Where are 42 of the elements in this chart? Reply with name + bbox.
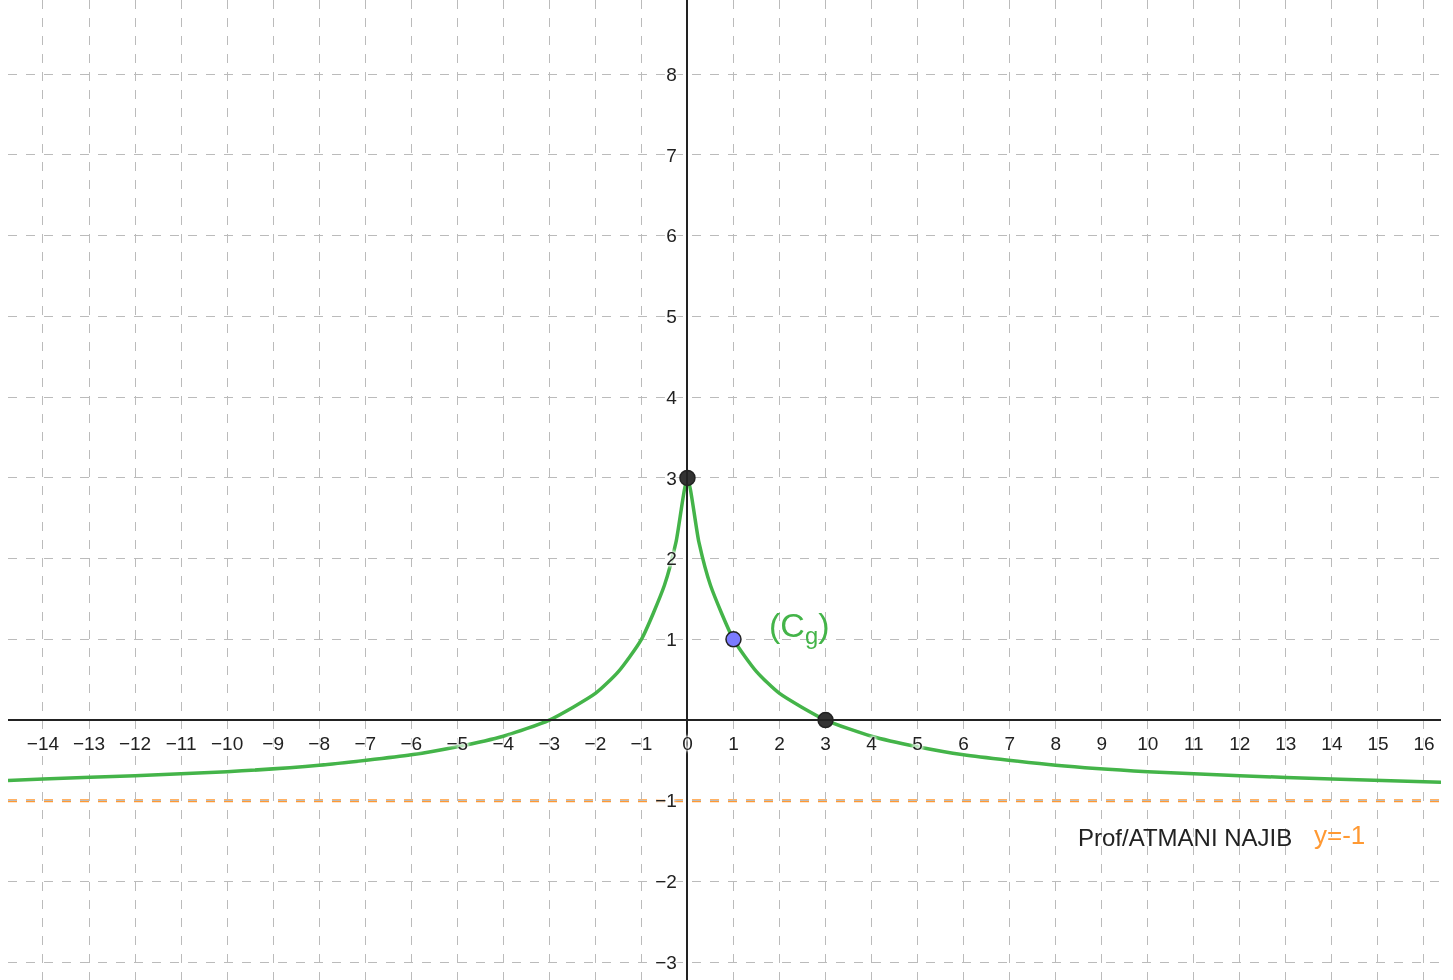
point xyxy=(725,631,742,648)
y-tick-label: 5 xyxy=(666,306,677,328)
y-tick-label: 4 xyxy=(666,386,678,408)
x-tick-label: 9 xyxy=(1096,732,1108,754)
x-tick-label: 12 xyxy=(1229,732,1251,754)
y-tick-label: −3 xyxy=(655,951,677,973)
x-tick-label: 1 xyxy=(728,732,739,754)
x-tick-label: 3 xyxy=(820,732,831,754)
y-tick-label: −2 xyxy=(655,871,677,893)
x-tick-label: −2 xyxy=(584,732,607,754)
x-tick-label: −13 xyxy=(72,732,106,754)
y-tick-label: 6 xyxy=(666,225,677,247)
y-tick-label: 3 xyxy=(666,467,677,489)
y-tick-label: 7 xyxy=(666,144,677,166)
x-tick-label: −6 xyxy=(400,732,423,754)
x-tick-label: 13 xyxy=(1275,732,1297,754)
x-tick-label: −11 xyxy=(165,732,197,754)
x-tick-label: −9 xyxy=(262,732,284,754)
x-tick-label: 8 xyxy=(1050,732,1061,754)
y-tick-label: 8 xyxy=(666,63,677,85)
x-tick-label: −1 xyxy=(630,732,653,754)
x-tick-label: −7 xyxy=(354,732,377,754)
x-tick-label: 16 xyxy=(1413,732,1435,754)
x-tick-label: −4 xyxy=(492,732,515,754)
x-tick-label: 15 xyxy=(1367,732,1389,754)
x-tick-label: −3 xyxy=(538,732,561,754)
x-tick-label: 7 xyxy=(1004,732,1015,754)
x-tick-label: −8 xyxy=(308,732,331,754)
y-tick-label: −1 xyxy=(655,790,677,812)
x-tick-label: 2 xyxy=(774,732,785,754)
x-tick-label: 11 xyxy=(1183,732,1204,754)
x-tick-label: 4 xyxy=(866,732,878,754)
x-tick-label: 10 xyxy=(1137,732,1159,754)
y-tick-label: 1 xyxy=(666,628,677,650)
x-tick-label: 14 xyxy=(1321,732,1343,754)
x-tick-label: −12 xyxy=(118,732,152,754)
x-tick-label: 6 xyxy=(958,732,969,754)
annotation: (C$_{g}$) xyxy=(769,606,830,650)
x-tick-label: −10 xyxy=(211,732,244,754)
x-tick-label: −14 xyxy=(26,732,60,754)
annotation: Prof/ATMANI NAJIB xyxy=(1078,824,1293,851)
ref-line-label: y=-1 xyxy=(1314,820,1366,850)
